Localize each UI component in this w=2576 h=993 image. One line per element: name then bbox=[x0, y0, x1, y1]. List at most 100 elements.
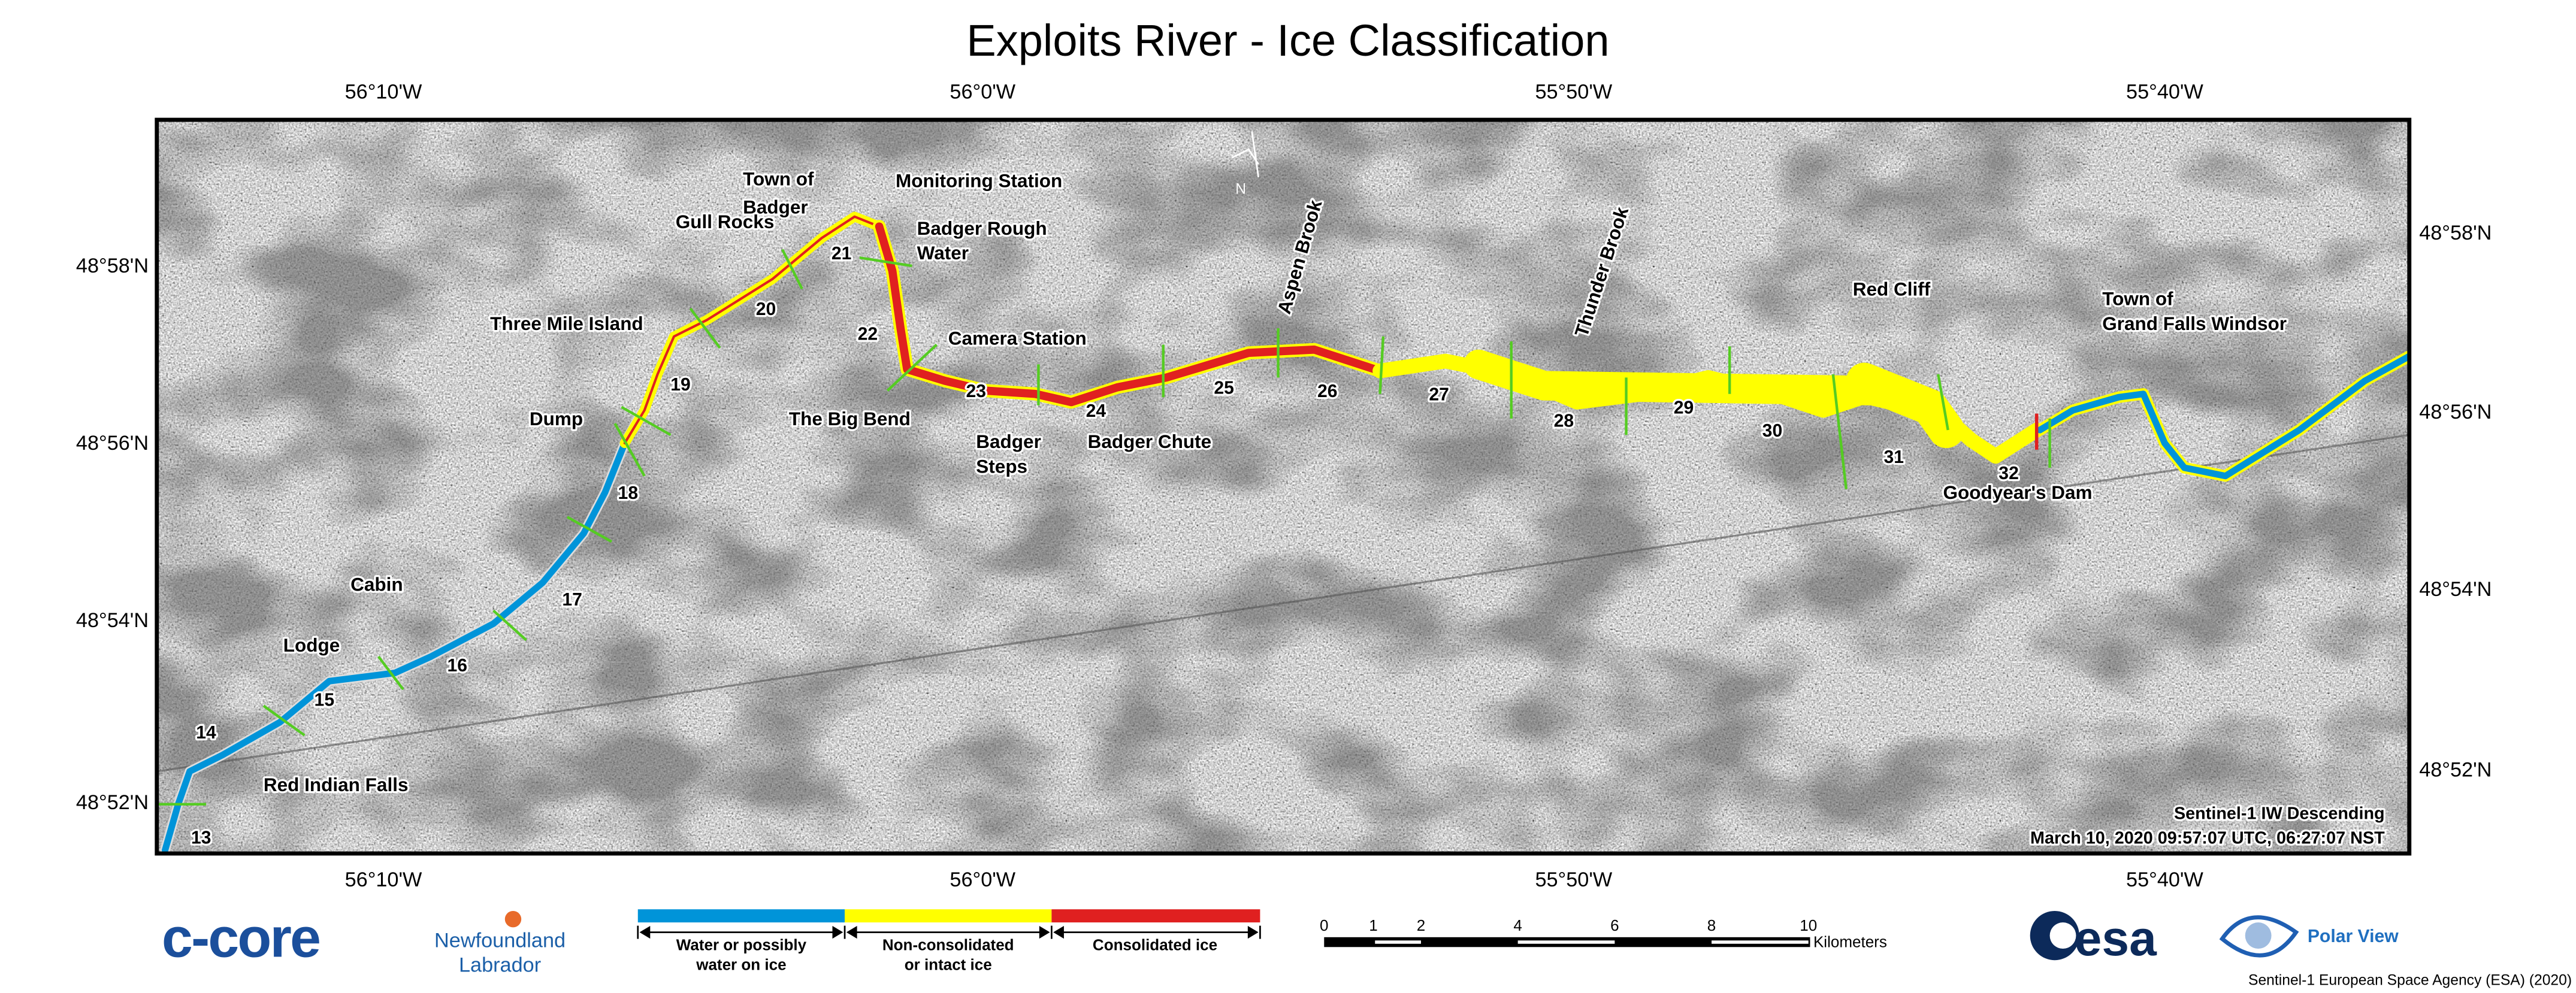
road bbox=[156, 434, 2409, 773]
scale-tick: 4 bbox=[1513, 916, 1522, 934]
esa-logo: esa bbox=[2030, 910, 2157, 966]
pitcher-plant-icon bbox=[504, 910, 522, 928]
label-badger-steps: Badger Steps bbox=[976, 431, 1041, 477]
scale-tick: 2 bbox=[1417, 916, 1425, 934]
north-arrow: N bbox=[1232, 131, 1260, 197]
river-consolidated-segment bbox=[875, 222, 1384, 407]
section-number-18: 18 bbox=[618, 483, 639, 503]
acquisition-line-1: Sentinel-1 IW Descending bbox=[2174, 804, 2385, 824]
map-title: Exploits River - Ice Classification bbox=[966, 16, 1609, 65]
label-cabin: Cabin bbox=[350, 574, 403, 595]
lon-top-2: 56°0'W bbox=[950, 80, 1015, 103]
section-numbers: 13 14 15 16 17 18 19 20 21 22 23 24 25 26 27 28 29 30 31 32 bbox=[189, 242, 2021, 850]
lon-bottom-4: 55°40'W bbox=[2126, 868, 2203, 891]
section-number-15: 15 bbox=[315, 690, 335, 710]
lat-right-3: 48°54'N bbox=[2419, 578, 2492, 601]
section-number-28: 28 bbox=[1554, 411, 1574, 431]
section-boundary-line bbox=[1378, 336, 1385, 394]
lat-left-4: 48°52'N bbox=[76, 791, 149, 814]
lat-left-1: 48°58'N bbox=[76, 255, 149, 277]
label-monitoring-station: Monitoring Station bbox=[896, 169, 1062, 191]
ice-legend: Water or possibly water on ice Non-consol… bbox=[637, 909, 1261, 974]
section-number-25: 25 bbox=[1214, 379, 1234, 398]
label-goodyears-dam: Goodyear's Dam bbox=[1943, 482, 2092, 503]
section-number-22: 22 bbox=[858, 324, 878, 344]
scale-tick: 10 bbox=[1800, 916, 1817, 934]
legend-label-water: Water or possibly water on ice bbox=[676, 936, 807, 974]
lat-right-4: 48°52'N bbox=[2419, 758, 2492, 781]
scale-bar: 0 1 2 4 6 8 10 Kilometers bbox=[1320, 916, 1887, 950]
section-boundary-line bbox=[262, 704, 306, 737]
scale-tick: 0 bbox=[1320, 916, 1328, 934]
section-lines bbox=[156, 249, 2051, 806]
legend-label-non-consolidated: Non-consolidated or intact ice bbox=[882, 936, 1014, 974]
map-frame: 13 14 15 16 17 18 19 20 21 22 23 24 25 26 27 28 29 30 31 32… bbox=[156, 120, 2409, 854]
label-town-of-badger: Town of Badger bbox=[743, 168, 814, 218]
lon-bottom-2: 56°0'W bbox=[950, 868, 1015, 891]
legend-arrows bbox=[637, 925, 1261, 939]
section-boundary-line bbox=[859, 256, 912, 268]
label-badger-chute: Badger Chute bbox=[1088, 431, 1212, 452]
scale-tick: 1 bbox=[1369, 916, 1377, 934]
lon-top-1: 56°10'W bbox=[345, 80, 422, 103]
section-number-31: 31 bbox=[1883, 447, 1904, 467]
section-number-29: 29 bbox=[1674, 398, 1694, 418]
section-number-27: 27 bbox=[1429, 385, 1449, 405]
section-number-20: 20 bbox=[756, 299, 776, 319]
lat-right-1: 48°58'N bbox=[2419, 222, 2492, 244]
river-water-segment bbox=[162, 410, 645, 854]
section-number-17: 17 bbox=[562, 590, 582, 610]
section-boundary-line bbox=[492, 609, 527, 641]
place-labels: Town of Badger Monitoring Station Gull Ro… bbox=[262, 166, 2387, 850]
svg-text:esa: esa bbox=[2075, 912, 2157, 966]
label-badger-rough-water: Badger Rough Water bbox=[917, 217, 1047, 264]
river-water-segment bbox=[2036, 353, 2409, 480]
label-red-indian-falls: Red Indian Falls bbox=[264, 774, 409, 795]
section-boundary-line bbox=[1831, 374, 1848, 489]
lat-left-3: 48°54'N bbox=[76, 609, 149, 632]
lon-bottom-1: 56°10'W bbox=[345, 868, 422, 891]
section-number-30: 30 bbox=[1762, 421, 1783, 441]
terrain-shading bbox=[156, 120, 2409, 854]
section-number-19: 19 bbox=[670, 375, 691, 395]
svg-text:N: N bbox=[1235, 181, 1246, 197]
legend-swatch-water bbox=[637, 909, 845, 923]
section-boundary-line bbox=[689, 307, 721, 349]
section-boundary-line bbox=[1937, 374, 1949, 431]
legend-swatch-non-consolidated bbox=[845, 909, 1052, 923]
scale-tick: 6 bbox=[1610, 916, 1619, 934]
lon-bottom-3: 55°50'W bbox=[1535, 868, 1612, 891]
lat-left-2: 48°56'N bbox=[76, 432, 149, 455]
label-camera-station: Camera Station bbox=[948, 328, 1087, 349]
label-grand-falls-windsor: Town of Grand Falls Windsor bbox=[2102, 288, 2287, 334]
acquisition-line-2: March 10, 2020 09:57:07 UTC, 06:27:07 NS… bbox=[2030, 829, 2385, 848]
section-number-14: 14 bbox=[196, 723, 216, 743]
polar-view-logo: Polar View bbox=[2219, 915, 2399, 958]
label-three-mile-island: Three Mile Island bbox=[490, 313, 643, 334]
section-boundary-line bbox=[377, 655, 404, 691]
section-number-23: 23 bbox=[966, 382, 987, 401]
lon-top-3: 55°50'W bbox=[1535, 80, 1612, 103]
section-boundary-line bbox=[621, 405, 672, 437]
section-number-16: 16 bbox=[448, 656, 468, 676]
label-gull-rocks: Gull Rocks bbox=[676, 211, 775, 232]
label-big-bend: The Big Bend bbox=[789, 408, 911, 429]
section-boundary-line bbox=[886, 343, 938, 392]
map-border bbox=[155, 117, 2412, 856]
label-lodge: Lodge bbox=[283, 634, 340, 656]
scale-tick: 8 bbox=[1707, 916, 1716, 934]
north-arrow-icon bbox=[1232, 131, 1260, 178]
section-number-13: 13 bbox=[191, 828, 211, 848]
eye-icon bbox=[2219, 915, 2299, 958]
section-number-24: 24 bbox=[1086, 401, 1106, 421]
svg-text:Polar View: Polar View bbox=[2308, 927, 2399, 946]
section-number-21: 21 bbox=[832, 244, 852, 264]
svg-text:c-core: c-core bbox=[162, 907, 319, 969]
lon-top-4: 55°40'W bbox=[2126, 80, 2203, 103]
legend-label-consolidated: Consolidated ice bbox=[1093, 936, 1217, 954]
section-number-26: 26 bbox=[1317, 382, 1338, 401]
section-boundary-line bbox=[613, 422, 646, 477]
river-non-consolidated-basin bbox=[1846, 362, 1965, 449]
